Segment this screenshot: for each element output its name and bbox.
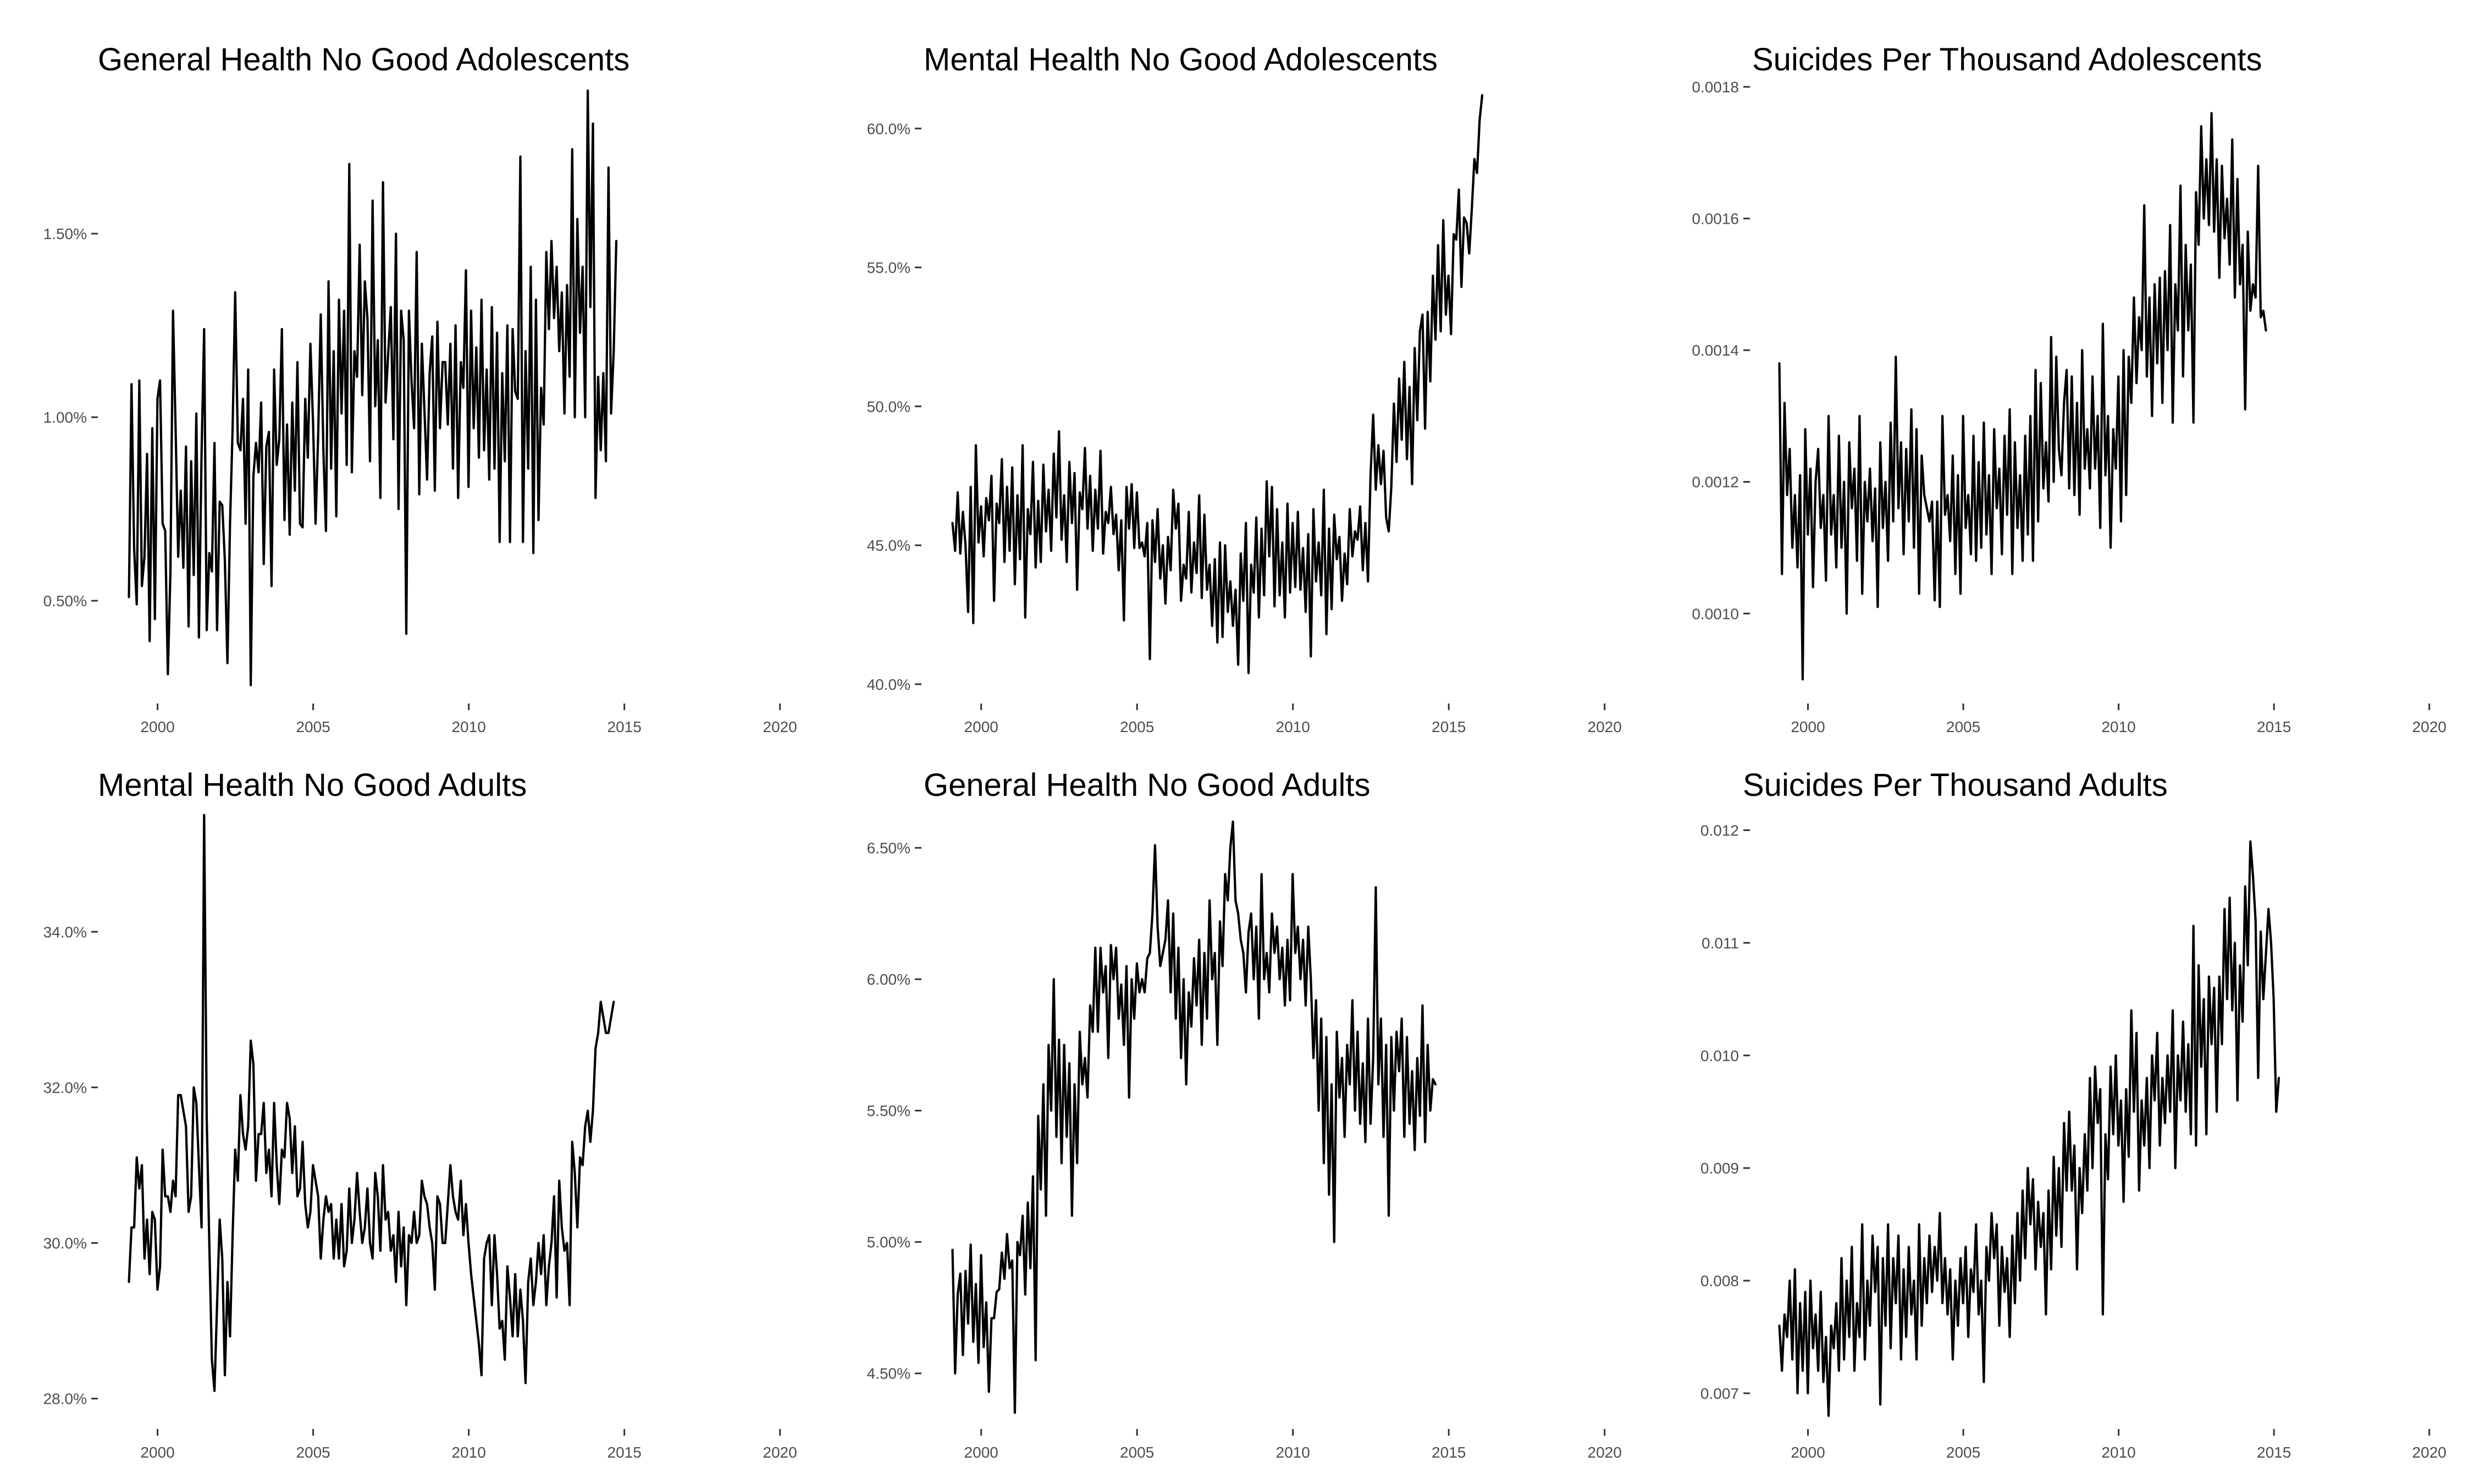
x-tick-label: 2000 <box>1791 1444 1825 1461</box>
x-tick-label: 2010 <box>451 718 485 735</box>
x-tick-label: 2010 <box>2101 718 2135 735</box>
x-tick-label: 2020 <box>1588 1444 1622 1461</box>
y-tick-label: 5.50% <box>867 1103 910 1120</box>
x-tick-label: 2000 <box>964 718 998 735</box>
y-tick-label: 28.0% <box>43 1391 87 1408</box>
y-tick-label: 50.0% <box>867 398 910 415</box>
series-line <box>128 813 615 1392</box>
y-tick-label: 0.008 <box>1700 1272 1739 1289</box>
x-tick-label: 2010 <box>1276 1444 1310 1461</box>
y-tick-label: 0.0018 <box>1692 79 1739 96</box>
y-tick-label: 6.50% <box>867 840 910 857</box>
y-tick-label: 0.012 <box>1700 822 1739 839</box>
x-tick-label: 2015 <box>608 718 642 735</box>
x-tick-label: 2015 <box>2257 718 2291 735</box>
y-tick-label: 30.0% <box>43 1234 87 1252</box>
panel-title: Mental Health No Good Adolescents <box>924 42 1438 77</box>
panel-mental-health-adults: Mental Health No Good Adults 28.0% 30.0% 3… <box>43 767 797 1461</box>
y-tick-label: 60.0% <box>867 120 910 137</box>
series-line <box>1778 840 2280 1417</box>
x-tick-label: 2020 <box>763 1444 797 1461</box>
x-tick-label: 2005 <box>296 718 330 735</box>
y-tick-label: 5.00% <box>867 1234 910 1251</box>
x-tick-label: 2020 <box>1588 718 1622 735</box>
y-tick-label: 55.0% <box>867 259 910 276</box>
x-tick-label: 2005 <box>1946 718 1980 735</box>
x-tick-label: 2005 <box>296 1444 330 1461</box>
y-tick-label: 0.010 <box>1700 1047 1739 1064</box>
panel-suicides-adults: Suicides Per Thousand Adults 0.007 0.008 0… <box>1700 767 2447 1461</box>
y-tick-label: 1.50% <box>43 225 87 242</box>
panel-general-health-adults: General Health No Good Adults 4.50% 5.00%… <box>867 767 1622 1461</box>
series-line <box>951 94 1484 674</box>
y-tick-label: 0.011 <box>1702 934 1739 951</box>
x-tick-label: 2015 <box>1432 1444 1466 1461</box>
y-tick-label: 0.007 <box>1700 1385 1739 1402</box>
x-tick-label: 2020 <box>763 718 797 735</box>
y-tick-label: 0.0016 <box>1692 211 1739 228</box>
y-tick-label: 1.00% <box>43 409 87 426</box>
x-tick-label: 2005 <box>1120 1444 1154 1461</box>
series-line <box>951 820 1437 1414</box>
panel-title: Suicides Per Thousand Adults <box>1743 767 2168 803</box>
x-tick-label: 2015 <box>2257 1444 2291 1461</box>
y-tick-label: 34.0% <box>43 923 87 940</box>
x-tick-label: 2000 <box>964 1444 998 1461</box>
y-tick-label: 45.0% <box>867 537 910 554</box>
x-tick-label: 2000 <box>140 1444 174 1461</box>
panel-title: Mental Health No Good Adults <box>98 767 527 803</box>
panel-mental-health-adolescents: Mental Health No Good Adolescents 40.0% 4… <box>867 42 1622 735</box>
y-tick-label: 6.00% <box>867 971 910 988</box>
series-line <box>128 89 618 686</box>
x-tick-label: 2000 <box>1791 718 1825 735</box>
panel-suicides-adolescents: Suicides Per Thousand Adolescents 0.0010… <box>1692 42 2446 735</box>
x-tick-label: 2005 <box>1946 1444 1980 1461</box>
y-tick-label: 32.0% <box>43 1079 87 1096</box>
x-tick-label: 2010 <box>451 1444 485 1461</box>
y-tick-label: 0.0012 <box>1692 474 1739 491</box>
x-tick-label: 2020 <box>2412 1444 2447 1461</box>
y-tick-label: 40.0% <box>867 676 910 693</box>
panel-title: General Health No Good Adolescents <box>98 42 629 77</box>
panel-title: Suicides Per Thousand Adolescents <box>1752 42 2262 77</box>
x-tick-label: 2020 <box>2412 718 2447 735</box>
panel-title: General Health No Good Adults <box>924 767 1370 803</box>
y-tick-label: 0.009 <box>1700 1160 1739 1177</box>
y-tick-label: 4.50% <box>867 1365 910 1382</box>
x-tick-label: 2015 <box>1432 718 1466 735</box>
panel-general-health-adolescents: General Health No Good Adolescents 0.50%… <box>43 42 797 735</box>
x-tick-label: 2000 <box>140 718 174 735</box>
x-tick-label: 2010 <box>2101 1444 2135 1461</box>
y-tick-label: 0.50% <box>43 593 87 610</box>
x-tick-label: 2015 <box>608 1444 642 1461</box>
x-tick-label: 2005 <box>1120 718 1154 735</box>
y-tick-label: 0.0010 <box>1692 605 1739 622</box>
series-line <box>1778 112 2267 681</box>
y-tick-label: 0.0014 <box>1692 342 1739 359</box>
x-tick-label: 2010 <box>1276 718 1310 735</box>
